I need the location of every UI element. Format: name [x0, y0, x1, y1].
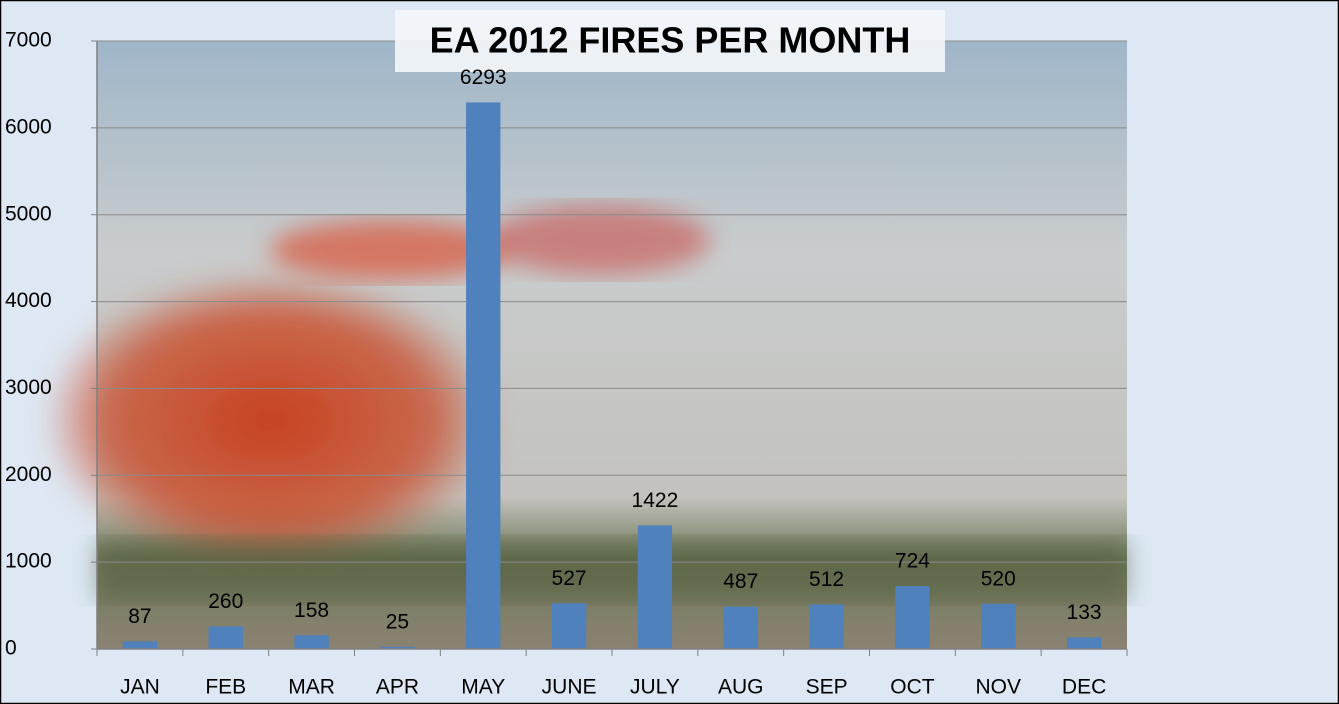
- data-label: 527: [552, 567, 587, 590]
- page: {"chart_data": {"type": "bar", "title": …: [0, 0, 1339, 704]
- bar: [1067, 637, 1101, 649]
- x-tick-label: AUG: [718, 676, 764, 699]
- bar: [981, 604, 1015, 649]
- bar: [809, 605, 843, 649]
- y-tick-label: 3000: [5, 376, 52, 399]
- data-label: 487: [723, 570, 758, 593]
- bar: [294, 635, 328, 649]
- chart: EA 2012 FIRES PER MONTH 0 1000 2000 3000 400…: [0, 0, 1339, 704]
- bar: [895, 586, 929, 649]
- y-tick-label: 7000: [5, 29, 52, 52]
- data-label: 87: [128, 605, 151, 628]
- data-label: 133: [1067, 601, 1102, 624]
- x-tick-label: SEP: [806, 676, 848, 699]
- bar: [552, 603, 586, 649]
- bar: [638, 525, 672, 649]
- x-tick-label: DEC: [1062, 676, 1106, 699]
- bar: [724, 607, 758, 649]
- x-tick-label: JAN: [120, 676, 160, 699]
- plot-background: [40, 41, 1127, 649]
- x-tick-label: FEB: [205, 676, 246, 699]
- y-tick-label: 6000: [5, 115, 52, 138]
- bar: [209, 626, 243, 649]
- data-label: 512: [809, 568, 844, 591]
- y-tick-label: 1000: [5, 550, 52, 573]
- x-tick-label: JUNE: [542, 676, 597, 699]
- data-label: 158: [294, 599, 329, 622]
- bar: [123, 641, 157, 649]
- y-tick-label: 0: [5, 637, 17, 660]
- data-label: 25: [386, 610, 409, 633]
- bar: [466, 102, 500, 649]
- x-tick-label: MAR: [288, 676, 335, 699]
- y-tick-label: 4000: [5, 289, 52, 312]
- data-label: 724: [895, 550, 930, 573]
- data-label: 1422: [632, 489, 679, 512]
- chart-title: EA 2012 FIRES PER MONTH: [430, 20, 911, 61]
- x-tick-label: OCT: [890, 676, 935, 699]
- x-tick-label: MAY: [461, 676, 505, 699]
- data-label: 520: [981, 567, 1016, 590]
- y-tick-label: 2000: [5, 463, 52, 486]
- x-tick-label: APR: [376, 676, 419, 699]
- x-tick-label: JULY: [630, 676, 680, 699]
- y-tick-label: 5000: [5, 202, 52, 225]
- data-label: 260: [208, 590, 243, 613]
- x-tick-label: NOV: [975, 676, 1021, 699]
- data-label: 6293: [460, 66, 507, 89]
